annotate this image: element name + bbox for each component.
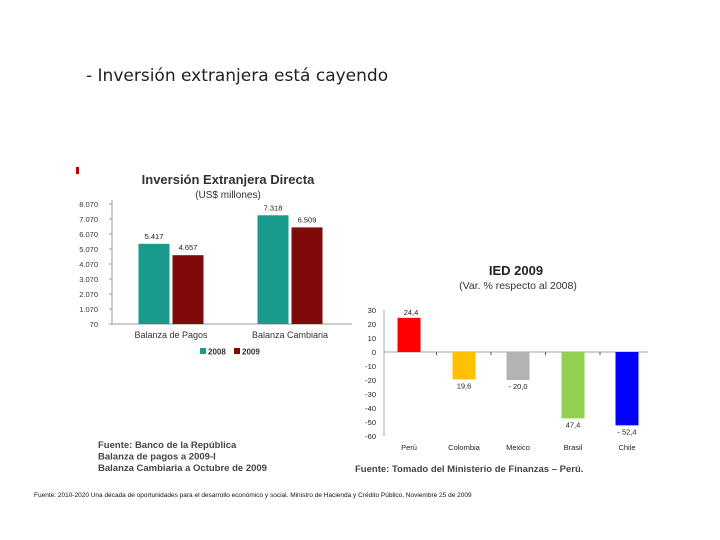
chart2-category-label: Chile (618, 443, 635, 452)
chart1-source-line: Balanza Cambiaria a Octubre de 2009 (98, 463, 267, 474)
chart2-ytick-label: 30 (368, 306, 376, 315)
chart2-data-label: 19,6 (457, 381, 472, 390)
chart1-data-label: 7.318 (264, 203, 283, 212)
chart1-category-label: Balanza de Pagos (134, 330, 208, 340)
chart2-data-label: 47,4 (566, 420, 581, 429)
chart2-ytick-label: -20 (365, 376, 376, 385)
chart2-ytick-label: 10 (368, 334, 376, 343)
chart1-ytick-label: 70 (90, 320, 98, 329)
chart1-legend-swatch (200, 348, 206, 354)
chart2-title: IED 2009 (489, 263, 543, 278)
chart2-ytick-label: -50 (365, 418, 376, 427)
chart2-category-label: Mexico (506, 443, 530, 452)
chart1-subtitle: (US$ millones) (195, 190, 261, 201)
chart2-subtitle: (Var. % respecto al 2008) (459, 280, 577, 292)
chart1-data-label: 6.509 (298, 215, 317, 224)
chart1-bar-2009 (172, 255, 204, 324)
chart2-ytick-label: 0 (372, 348, 376, 357)
chart1-ytick-label: 8.070 (79, 200, 98, 209)
chart1-bar-2008 (257, 215, 289, 324)
chart1-ytick-label: 1.070 (79, 305, 98, 314)
chart1-legend-swatch (234, 348, 240, 354)
chart1-data-label: 5.417 (145, 232, 164, 241)
chart1-ytick-label: 3.070 (79, 275, 98, 284)
chart2-bar (452, 352, 476, 380)
chart2-ytick-label: -30 (365, 390, 376, 399)
chart1-title: Inversión Extranjera Directa (142, 172, 315, 187)
chart1-category-label: Balanza Cambiaria (252, 330, 328, 340)
chart2-source: Fuente: Tomado del Ministerio de Finanza… (355, 464, 583, 475)
chart1-ytick-label: 5.070 (79, 245, 98, 254)
chart1-ytick-label: 4.070 (79, 260, 98, 269)
chart1-bar-2009 (291, 227, 323, 324)
chart2-ytick-label: -60 (365, 432, 376, 441)
chart2-ytick-label: -40 (365, 404, 376, 413)
chart2-data-label: - 20,0 (508, 382, 527, 391)
chart2-category-label: Brasil (564, 443, 583, 452)
chart1-ytick-label: 7.070 (79, 215, 98, 224)
chart1-source-line: Balanza de pagos a 2009-I (98, 452, 216, 463)
chart1-legend-label: 2009 (242, 348, 260, 357)
chart1-ytick-label: 2.070 (79, 290, 98, 299)
chart2-bar (397, 317, 421, 352)
red-bullet-mark (76, 167, 79, 174)
chart2-data-label: 24,4 (404, 308, 419, 317)
chart1-ytick-label: 6.070 (79, 230, 98, 239)
chart2-bar (561, 352, 585, 419)
chart1-data-label: 4.657 (179, 243, 198, 252)
chart2-bar (615, 352, 639, 426)
footnote-source: Fuente: 2010-2020 Una década de oportuni… (34, 492, 472, 499)
chart1-source-line: Fuente: Banco de la República (98, 440, 237, 451)
chart2-ytick-label: -10 (365, 362, 376, 371)
slide-heading: - Inversión extranjera está cayendo (86, 66, 389, 86)
chart2-category-label: Colombia (448, 443, 481, 452)
chart2-data-label: - 52,4 (617, 427, 636, 436)
chart2-ytick-label: 20 (368, 320, 376, 329)
chart1-bar-2008 (138, 243, 170, 324)
chart1-legend-label: 2008 (208, 348, 226, 357)
chart2-category-label: Perú (401, 443, 417, 452)
chart2-bar (506, 352, 530, 380)
